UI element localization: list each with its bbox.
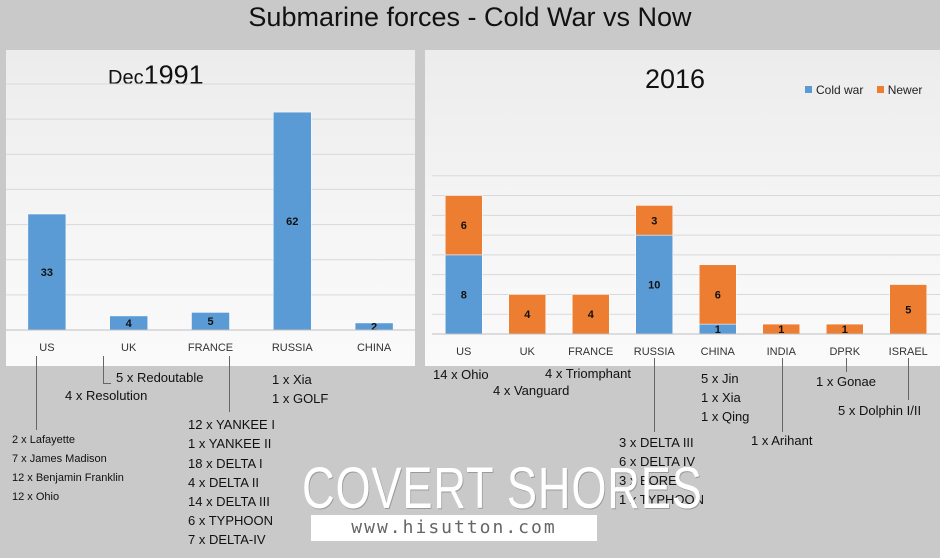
bar-us <box>27 213 67 331</box>
leader-line-uk-1991 <box>103 356 104 383</box>
leader-tick-uk-1991 <box>103 383 111 384</box>
note-uk-1991: 4 x Resolution <box>65 388 148 403</box>
note-russia-2016-0: 3 x DELTA III <box>619 435 694 450</box>
data-label-india-newer: 1 <box>778 324 784 336</box>
data-label-us: 33 <box>41 267 53 279</box>
note-russia-1991-3: 4 x DELTA II <box>188 475 260 490</box>
legend-item-newer: Newer <box>876 82 923 97</box>
note-us-1991-2: 12 x Benjamin Franklin <box>12 472 124 484</box>
tick-label-israel: ISRAEL <box>889 346 928 358</box>
data-label-russia-newer: 3 <box>651 215 657 227</box>
tick-label-india: INDIA <box>767 346 797 358</box>
tick-label-russia: RUSSIA <box>634 346 676 358</box>
chart-panel-1991: Dec1991 33 US 4 UK 5 FRANCE 62 RUSSIA 2 CHINA <box>6 50 415 366</box>
note-us-2016: 14 x Ohio <box>433 367 489 382</box>
note-russia-1991-2: 18 x DELTA I <box>188 456 263 471</box>
leader-line-us-1991 <box>36 356 37 430</box>
data-label-china-cold-war: 1 <box>715 324 721 336</box>
tick-label-us: US <box>39 342 54 354</box>
bar-uk-newer <box>508 294 546 335</box>
data-label-uk: 4 <box>126 318 133 330</box>
legend-label-cold-war: Cold war <box>816 82 864 97</box>
bar-us-cold-war <box>445 254 483 335</box>
note-china-2016-1: 1 x Xia <box>701 390 741 405</box>
chart-title-year: 1991 <box>143 60 204 90</box>
chart-legend: Cold war Newer <box>805 82 932 97</box>
note-france-1991: 5 x Redoutable <box>116 370 204 385</box>
note-israel-2016: 5 x Dolphin I/II <box>838 403 922 418</box>
note-china-1991-1: 1 x GOLF <box>272 391 329 406</box>
data-label-dprk-newer: 1 <box>842 324 848 336</box>
note-us-1991-0: 2 x Lafayette <box>12 434 75 446</box>
data-label-uk-newer: 4 <box>524 309 531 321</box>
tick-label-france: FRANCE <box>188 342 233 354</box>
legend-swatch-newer <box>876 86 884 93</box>
note-china-2016-0: 5 x Jin <box>701 371 739 386</box>
note-india-2016: 1 x Arihant <box>751 433 813 448</box>
bar-israel-newer <box>889 284 927 335</box>
note-russia-2016-1: 6 x DELTA IV <box>619 454 696 469</box>
data-label-us-cold-war: 8 <box>461 289 467 301</box>
note-china-2016-2: 1 x Qing <box>701 409 750 424</box>
stacked-bar-chart-2016: 8 6 US 4 UK 4 FRANCE 10 3 RUSSIA 1 6 CHINA 1 INDIA 1 DPR… <box>432 175 940 358</box>
bar-china-newer <box>699 264 737 325</box>
tick-label-us: US <box>456 346 471 358</box>
logo-url: www.hisutton.com <box>311 515 597 541</box>
bar-russia-newer <box>635 205 673 236</box>
leader-line-india-2016 <box>782 358 783 432</box>
covert-shores-logo: COVERT SHORES <box>302 456 703 521</box>
chart-panel-2016: 2016 Cold war Newer 8 6 US 4 UK 4 FRANCE 10 3 RUS… <box>425 50 940 366</box>
tick-label-dprk: DPRK <box>829 346 860 358</box>
note-russia-1991-0: 12 x YANKEE I <box>188 417 275 432</box>
bar-us-newer <box>445 195 483 256</box>
tick-label-china: CHINA <box>357 342 392 354</box>
data-label-france: 5 <box>207 316 213 328</box>
note-us-1991-3: 12 x Ohio <box>12 491 60 503</box>
bar-russia-cold-war <box>635 234 673 335</box>
note-russia-1991-5: 6 x TYPHOON <box>188 513 274 528</box>
data-label-china-newer: 6 <box>715 289 721 301</box>
note-russia-1991-1: 1 x YANKEE II <box>188 436 272 451</box>
tick-label-uk: UK <box>520 346 536 358</box>
data-label-russia-cold-war: 10 <box>648 280 660 292</box>
note-france-2016: 4 x Triomphant <box>545 366 631 381</box>
tick-label-uk: UK <box>121 342 137 354</box>
note-dprk-2016: 1 x Gonae <box>816 374 876 389</box>
note-russia-2016-3: 1 x TYPHOON <box>619 492 705 507</box>
note-uk-2016: 4 x Vanguard <box>493 383 570 398</box>
note-china-1991-0: 1 x Xia <box>272 372 312 387</box>
leader-line-russia-2016 <box>654 358 655 432</box>
page-title: Submarine forces - Cold War vs Now <box>248 2 692 32</box>
legend-label-newer: Newer <box>887 82 923 97</box>
bar-france-newer <box>572 294 610 335</box>
note-us-1991-1: 7 x James Madison <box>12 453 107 465</box>
data-label-france-newer: 4 <box>588 309 595 321</box>
data-label-israel-newer: 5 <box>905 304 911 316</box>
bar-chart-1991: 33 US 4 UK 5 FRANCE 62 RUSSIA 2 CHINA <box>6 83 415 354</box>
note-russia-2016-2: 3 x BOREI <box>619 473 681 488</box>
chart-title-2016: 2016 <box>645 64 706 94</box>
data-label-russia: 62 <box>286 216 298 228</box>
legend-swatch-cold-war <box>805 86 812 93</box>
leader-line-russia-1991 <box>229 356 230 412</box>
data-label-china: 2 <box>371 321 377 333</box>
legend-item-cold-war: Cold war <box>805 83 863 97</box>
data-label-us-newer: 6 <box>461 220 467 232</box>
tick-label-china: CHINA <box>701 346 736 358</box>
note-russia-1991-4: 14 x DELTA III <box>188 494 270 509</box>
tick-label-russia: RUSSIA <box>272 342 314 354</box>
leader-line-dprk-2016 <box>846 358 847 372</box>
note-russia-1991-6: 7 x DELTA-IV <box>188 532 266 547</box>
leader-line-israel-2016 <box>908 358 909 400</box>
tick-label-france: FRANCE <box>568 346 613 358</box>
